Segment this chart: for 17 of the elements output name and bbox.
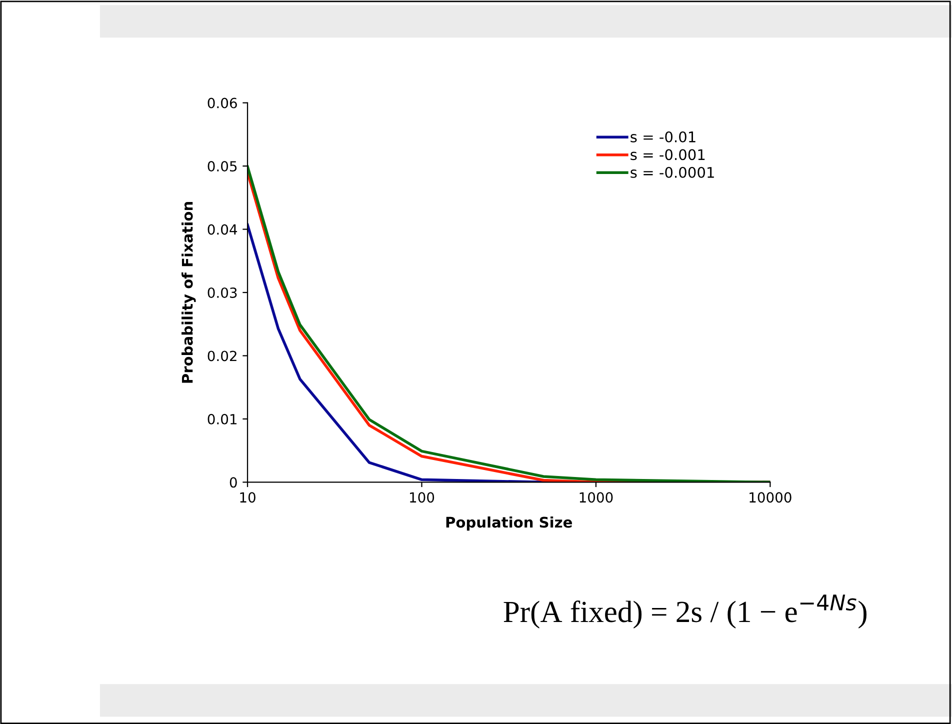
x-tick-label: 10000	[750, 492, 792, 503]
x-axis-title: Population Size	[446, 516, 572, 531]
y-axis-title: Probability of Fixation	[182, 202, 196, 383]
legend-label: s = -0.0001	[630, 166, 714, 178]
y-tick-label: 0.05	[208, 161, 237, 172]
y-tick-label: 0.06	[208, 98, 237, 108]
y-tick-label: 0.01	[208, 414, 237, 424]
legend-label: s = -0.001	[630, 149, 705, 160]
y-tick-label: 0	[230, 477, 237, 488]
legend-label: s = -0.01	[630, 131, 696, 142]
x-tick-label: 100	[410, 492, 434, 503]
x-tick-label: 10	[240, 492, 256, 503]
y-tick-label: 0.04	[208, 224, 238, 235]
y-tick-label: 0.02	[208, 350, 236, 362]
y-tick-label: 0.03	[208, 287, 237, 298]
text: Pr(A fixed) = 2s / (1 − e$^{−4Ns}$)	[504, 594, 866, 628]
x-tick-label: 1000	[580, 492, 613, 503]
